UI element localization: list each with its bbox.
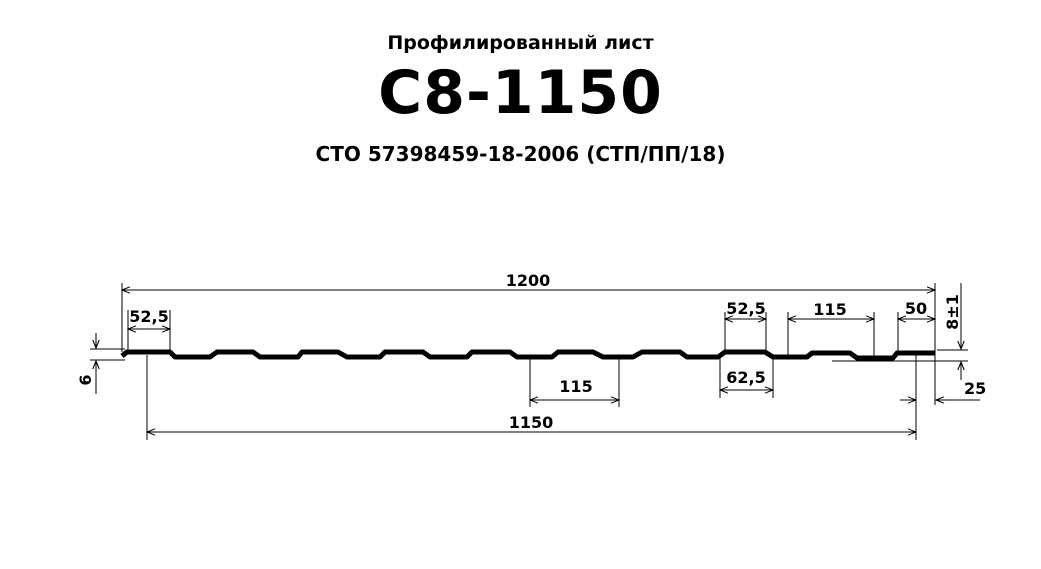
standard-reference: СТО 57398459-18-2006 (СТП/ПП/18) [315,142,726,166]
dim-1200: 1200 [506,271,551,290]
dim-pitch-top: 115 [813,300,846,319]
dim-left-height: 6 [76,374,95,385]
dim-height: 8±1 [943,294,962,330]
dim-overlap: 25 [964,379,986,398]
dim-edge: 50 [905,299,927,318]
dim-pitch-bottom: 115 [559,377,592,396]
dim-crest-right: 52,5 [726,299,765,318]
sheet-profile [120,349,935,361]
dim-crest-left: 52,5 [129,307,168,326]
drawing-title: С8-1150 [378,58,663,128]
dim-1150: 1150 [509,413,554,432]
drawing-subtitle: Профилированный лист [387,32,654,54]
dim-valley-bottom: 62,5 [726,368,765,387]
